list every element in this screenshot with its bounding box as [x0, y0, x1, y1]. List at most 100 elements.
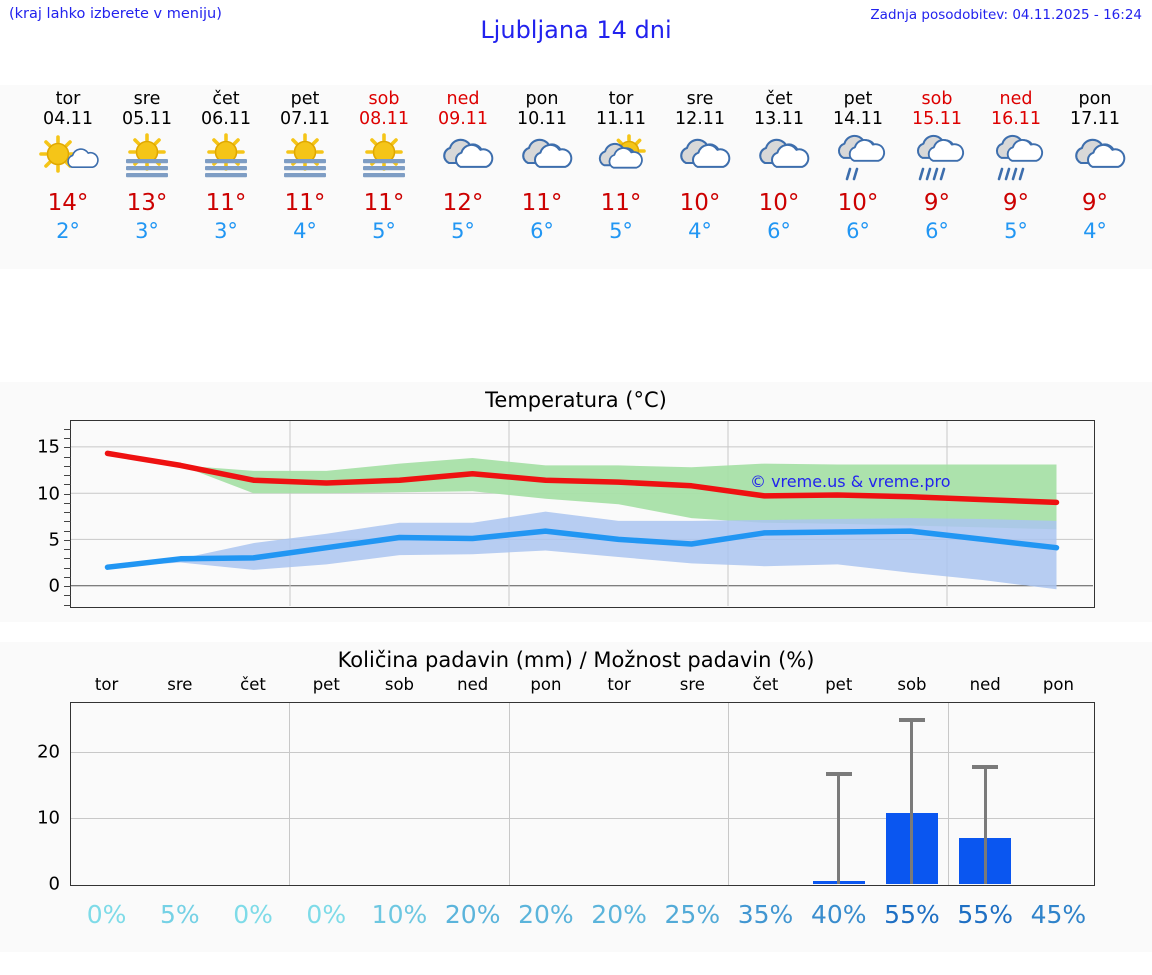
precipitation-gridline — [71, 751, 1094, 753]
cloudy-icon — [506, 132, 578, 182]
day-temp-max: 10° — [758, 190, 800, 216]
day-temp-max: 10° — [837, 190, 879, 216]
temp-max-line — [104, 450, 1060, 506]
cloudy-icon — [427, 132, 499, 182]
day-column[interactable]: pon 17.11 9° 4° — [1056, 85, 1135, 269]
cloudy-icon — [664, 132, 736, 182]
day-column[interactable]: pet 07.11 11° 4° — [266, 85, 345, 269]
precipitation-day-label: tor — [607, 675, 631, 694]
day-of-week: čet — [212, 89, 240, 109]
precipitation-probability: 45% — [1030, 900, 1087, 929]
precipitation-day-label: pon — [1042, 675, 1074, 694]
precipitation-day-label: ned — [969, 675, 1001, 694]
cloudy-icon — [743, 132, 815, 182]
axis-tick-mark — [64, 586, 71, 588]
cloud-rain-icon — [980, 132, 1052, 182]
sun-fog-icon — [190, 132, 262, 182]
axis-tick-mark — [64, 567, 71, 569]
day-temp-min: 5° — [609, 219, 633, 243]
day-temp-min: 6° — [767, 219, 791, 243]
precipitation-probability: 20% — [591, 900, 647, 929]
day-column[interactable]: tor 04.11 14° 2° — [29, 85, 108, 269]
day-column[interactable]: ned 16.11 9° 5° — [977, 85, 1056, 269]
day-temp-min: 4° — [688, 219, 712, 243]
precipitation-day-label: pet — [312, 675, 340, 694]
temperature-y-tick: 15 — [37, 436, 60, 458]
day-of-week: tor — [55, 89, 81, 109]
precipitation-y-tick: 0 — [48, 873, 60, 895]
day-column[interactable]: tor 11.11 11° 5° — [582, 85, 661, 269]
day-of-week: pet — [290, 89, 320, 109]
day-of-week: pon — [525, 89, 559, 109]
partly-cloudy-icon — [585, 132, 657, 182]
precipitation-gridline-vertical — [289, 703, 291, 885]
day-date: 07.11 — [279, 109, 331, 129]
day-temp-max: 13° — [126, 190, 168, 216]
day-column[interactable]: pon 10.11 11° 6° — [503, 85, 582, 269]
axis-tick-mark — [64, 465, 71, 467]
axis-tick-mark — [64, 512, 71, 514]
precipitation-day-label: ned — [457, 675, 489, 694]
day-temp-min: 3° — [135, 219, 159, 243]
day-temp-min: 6° — [846, 219, 870, 243]
day-column[interactable]: ned 09.11 12° 5° — [424, 85, 503, 269]
day-column[interactable]: pet 14.11 10° 6° — [819, 85, 898, 269]
temp-min-range-band — [107, 511, 1057, 590]
axis-tick-mark — [64, 576, 71, 578]
axis-tick-mark — [64, 484, 71, 486]
precipitation-probability: 40% — [810, 900, 867, 929]
temperature-y-tick: 5 — [48, 529, 60, 551]
page-header: (kraj lahko izberete v meniju) Ljubljana… — [0, 0, 1152, 52]
page-title: Ljubljana 14 dni — [480, 16, 672, 44]
precipitation-chart-title: Količina padavin (mm) / Možnost padavin … — [337, 648, 815, 672]
day-temp-min: 3° — [214, 219, 238, 243]
precipitation-probability: 10% — [371, 900, 428, 929]
precipitation-probability: 0% — [233, 900, 273, 929]
axis-tick-mark — [64, 549, 71, 551]
day-temp-max: 9° — [923, 190, 951, 216]
day-of-week: sre — [686, 89, 714, 109]
daily-forecast-strip: tor 04.11 14° 2° sre 05.11 13° 3° čet 06.11 11°… — [0, 85, 1152, 269]
axis-tick-mark — [64, 558, 71, 560]
day-of-week: tor — [608, 89, 634, 109]
temperature-plot-area — [70, 420, 1095, 608]
day-of-week: pet — [843, 89, 873, 109]
precipitation-error-bar — [983, 765, 987, 884]
axis-tick-mark — [64, 539, 71, 541]
sun-fog-icon — [111, 132, 183, 182]
precipitation-day-label: sob — [897, 675, 927, 694]
day-date: 14.11 — [832, 109, 884, 129]
precipitation-y-tick: 20 — [37, 741, 60, 763]
precipitation-error-cap — [898, 717, 925, 722]
precipitation-probability: 55% — [957, 900, 1013, 929]
precipitation-probability: 5% — [159, 900, 200, 929]
day-temp-max: 9° — [1081, 190, 1109, 216]
precipitation-gridline-vertical — [728, 703, 730, 885]
day-column[interactable]: sob 08.11 11° 5° — [345, 85, 424, 269]
day-date: 16.11 — [990, 109, 1042, 129]
precipitation-gridline — [71, 817, 1094, 819]
precipitation-day-label: pon — [530, 675, 562, 694]
temperature-y-tick: 10 — [37, 483, 60, 505]
day-temp-max: 11° — [363, 190, 405, 216]
sun-cloud-icon — [32, 132, 104, 182]
precipitation-probability: 35% — [737, 900, 794, 929]
precipitation-day-label: sre — [679, 675, 705, 694]
last-updated: Zadnja posodobitev: 04.11.2025 - 16:24 — [870, 7, 1142, 23]
day-temp-max: 10° — [679, 190, 721, 216]
cloudy-icon — [1059, 132, 1131, 182]
precipitation-probability: 20% — [444, 900, 501, 929]
axis-tick-mark — [64, 493, 71, 495]
day-column[interactable]: sre 12.11 10° 4° — [661, 85, 740, 269]
day-of-week: sob — [921, 89, 953, 109]
temperature-chart-section: Temperatura (°C) © vreme.us & vreme.pro … — [0, 382, 1152, 622]
day-column[interactable]: čet 06.11 11° 3° — [187, 85, 266, 269]
day-column[interactable]: sob 15.11 9° 6° — [898, 85, 977, 269]
day-column[interactable]: čet 13.11 10° 6° — [740, 85, 819, 269]
day-of-week: sre — [133, 89, 161, 109]
day-date: 09.11 — [437, 109, 489, 129]
temp-max-range-band — [107, 453, 1057, 530]
day-date: 11.11 — [595, 109, 647, 129]
day-temp-min: 6° — [925, 219, 949, 243]
day-column[interactable]: sre 05.11 13° 3° — [108, 85, 187, 269]
